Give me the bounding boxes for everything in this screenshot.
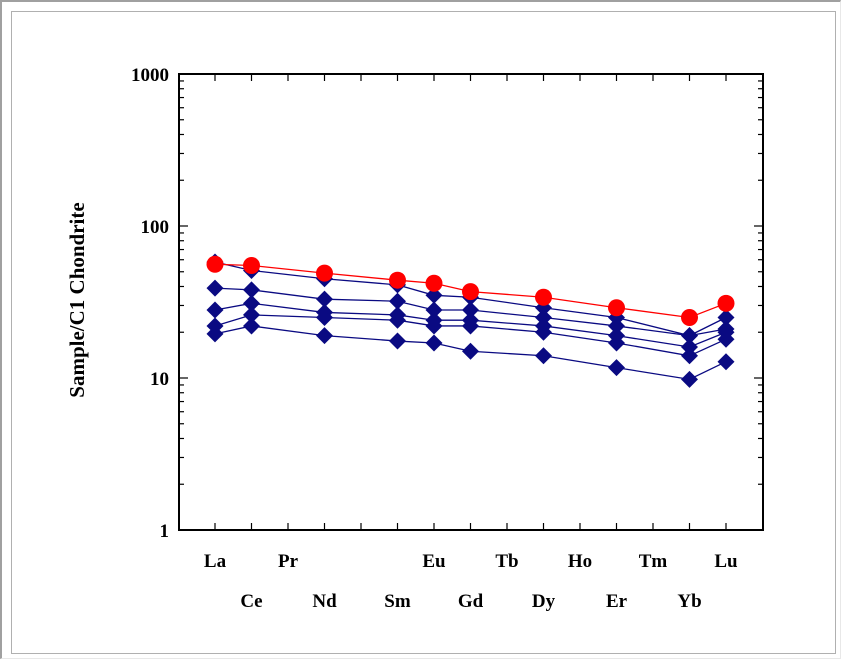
data-point-diamond xyxy=(389,332,406,350)
data-point-diamond xyxy=(243,306,260,324)
data-point-circle xyxy=(717,294,735,312)
data-point-diamond xyxy=(535,347,552,365)
series-line xyxy=(214,263,727,319)
x-tick-label: Gd xyxy=(458,591,484,612)
x-tick-label: Nd xyxy=(312,591,337,612)
series-line xyxy=(214,302,727,348)
x-tick-label: Ho xyxy=(568,551,592,572)
data-point-diamond xyxy=(681,338,698,356)
x-tick-label: Sm xyxy=(384,591,411,612)
series-line xyxy=(214,325,727,381)
y-tick-label: 1 xyxy=(160,521,170,542)
data-point-circle xyxy=(681,309,698,327)
data-point-circle xyxy=(316,264,333,282)
y-axis-title: Sample/C1 Chondrite xyxy=(65,202,89,397)
data-point-circle xyxy=(425,274,443,292)
data-point-diamond xyxy=(462,342,479,360)
series-line xyxy=(214,314,727,357)
data-point-circle xyxy=(462,283,479,301)
x-tick-label: Ce xyxy=(240,591,262,612)
data-point-diamond xyxy=(243,294,260,312)
x-tick-label: Yb xyxy=(677,591,701,612)
y-tick-label: 10 xyxy=(150,369,169,390)
data-point-diamond xyxy=(206,325,224,343)
data-point-circle xyxy=(389,271,406,289)
data-point-diamond xyxy=(425,286,443,304)
data-point-circle xyxy=(206,255,224,273)
data-point-diamond xyxy=(425,301,443,319)
data-point-diamond xyxy=(462,317,479,335)
series-line xyxy=(214,287,727,337)
data-point-diamond xyxy=(316,309,333,327)
data-point-diamond xyxy=(389,311,406,329)
data-point-diamond xyxy=(316,327,333,345)
data-point-diamond xyxy=(681,347,698,365)
y-tick-label: 1000 xyxy=(131,65,169,86)
x-tick-label: Eu xyxy=(422,551,446,572)
y-tick-label: 100 xyxy=(141,217,170,238)
data-point-diamond xyxy=(425,317,443,335)
data-point-circle xyxy=(535,288,552,306)
data-point-diamond xyxy=(608,359,625,377)
data-point-diamond xyxy=(717,353,735,371)
data-point-diamond xyxy=(717,309,735,327)
data-point-diamond xyxy=(425,334,443,352)
data-point-diamond xyxy=(389,292,406,310)
data-point-diamond xyxy=(681,327,698,345)
data-point-diamond xyxy=(243,317,260,335)
data-point-diamond xyxy=(608,334,625,352)
x-tick-label: Pr xyxy=(278,551,299,572)
x-tick-label: Dy xyxy=(532,591,556,612)
chart-panel xyxy=(11,11,836,654)
data-point-diamond xyxy=(206,279,224,297)
x-tick-label: Er xyxy=(606,591,628,612)
data-point-diamond xyxy=(717,330,735,348)
data-point-diamond xyxy=(316,290,333,308)
data-point-diamond xyxy=(243,281,260,299)
data-point-diamond xyxy=(681,370,698,388)
x-tick-label: Tm xyxy=(639,551,668,572)
data-point-circle xyxy=(608,299,625,317)
x-tick-label: Tb xyxy=(495,551,518,572)
data-point-diamond xyxy=(535,323,552,341)
data-point-diamond xyxy=(462,301,479,319)
x-tick-label: Lu xyxy=(714,551,738,572)
data-point-circle xyxy=(243,256,260,274)
series-line xyxy=(214,261,727,337)
x-tick-label: La xyxy=(204,551,227,572)
data-point-diamond xyxy=(608,317,625,335)
data-point-diamond xyxy=(206,301,224,319)
